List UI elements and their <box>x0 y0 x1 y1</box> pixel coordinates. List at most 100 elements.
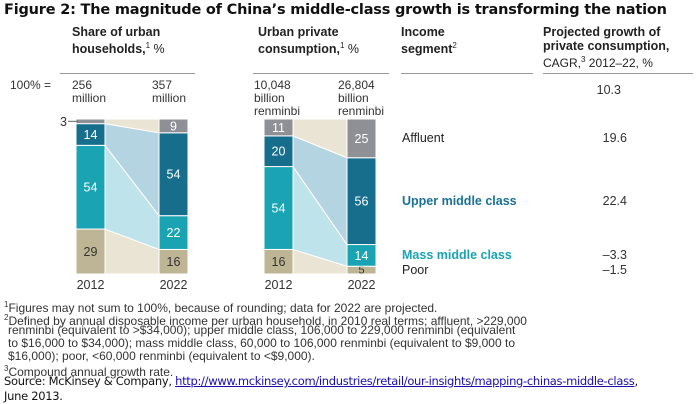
footnote-marker: 2 <box>4 313 9 322</box>
data-label: 5 <box>358 265 364 277</box>
divider <box>60 73 195 74</box>
households-header-text: households, <box>72 42 146 57</box>
segment-label-mass-middle: Mass middle class <box>402 248 512 262</box>
data-label: 16 <box>167 255 181 269</box>
bar-segment-affluent-2022 <box>346 118 377 159</box>
growth-header-line1: Projected growth of <box>543 25 661 39</box>
total-unit: billion <box>338 91 369 105</box>
total-unit: million <box>152 91 187 105</box>
data-label: 56 <box>355 195 369 209</box>
footnote-marker: 1 <box>4 300 9 309</box>
cagr-poor: –1.5 <box>602 263 627 277</box>
households-header: Share of urban households,1 % <box>72 25 165 56</box>
segment-label-upper-middle: Upper middle class <box>402 194 517 208</box>
total-value: 26,804 <box>338 78 375 92</box>
consumption-header-line2: consumption,1 % <box>258 39 359 56</box>
cagr-affluent: 19.6 <box>602 131 627 145</box>
source-prefix: Source: McKinsey & Company, <box>4 374 176 388</box>
consumption-header-line1: Urban private <box>258 25 339 39</box>
x-tick-label: 2022 <box>348 278 376 292</box>
data-label: 14 <box>84 128 98 142</box>
footnote-ref: 1 <box>145 41 151 50</box>
bar-segment-affluent-2022 <box>158 118 189 134</box>
total-unit: million <box>72 91 107 105</box>
total-consumption-2012: 10,048 billion renminbi <box>254 79 300 118</box>
divider <box>401 73 533 74</box>
data-label: 14 <box>355 249 369 263</box>
data-label: 11 <box>272 121 285 135</box>
divider <box>543 73 693 74</box>
x-tick-label: 2012 <box>265 278 293 292</box>
bar-segment-poor-2012 <box>75 228 106 275</box>
total-value: 357 <box>152 78 173 92</box>
segment-label-affluent: Affluent <box>402 131 445 145</box>
footnote-ref: 3 <box>581 55 586 64</box>
total-households-2022: 357 million <box>152 79 186 105</box>
total-unit: billion <box>254 91 285 105</box>
bar-segment-mass-middle-class-2012 <box>75 144 106 230</box>
total-cagr: 10.3 <box>596 83 621 97</box>
footnote-2-line2: renminbi (equivalent to >$34,000); upper… <box>8 323 516 337</box>
charts-canvas: 29 54 14 3 2012 16 22 54 9 2022 16 54 20 11 2012 5 14 56 2… <box>60 115 377 292</box>
footnote-2: 2Defined by annual disposable income per… <box>4 311 527 328</box>
unit: % <box>150 42 165 57</box>
cagr-upper-middle: 22.4 <box>602 194 627 208</box>
total-consumption-2022: 26,804 billion renminbi <box>338 79 384 118</box>
source-date: June 2013. <box>4 389 63 403</box>
segment-header-line2: segment2 <box>401 39 457 56</box>
bar-segment-affluent-2012 <box>75 118 106 125</box>
footnote-ref: 2 <box>452 41 457 50</box>
bar-segment-upper-middle-class-2022 <box>158 132 189 217</box>
data-label: 25 <box>355 132 369 146</box>
totals-label: 100% = <box>10 78 52 92</box>
households-header-line2: households,1 % <box>72 39 165 56</box>
source-line: Source: McKinsey & Company, http://www.m… <box>4 374 638 389</box>
data-label: 20 <box>272 145 286 159</box>
unit: % <box>344 42 359 57</box>
footnote-2-line3: to $16,000 to $34,000); mass middle clas… <box>8 336 515 350</box>
bar-segment-upper-middle-class-2012 <box>263 135 294 168</box>
segment-header-text: segment <box>401 42 453 57</box>
divider <box>253 73 389 74</box>
segment-header-line1: Income <box>401 25 445 39</box>
bar-segment-mass-middle-class-2022 <box>158 215 189 250</box>
data-label: 29 <box>84 245 98 259</box>
bar-segment-affluent-2012 <box>263 118 294 137</box>
data-label: 3 <box>60 115 67 129</box>
total-value: 256 <box>72 78 93 92</box>
figure-title: Figure 2: The magnitude of China’s middl… <box>4 2 667 18</box>
footnote-ref: 1 <box>339 41 345 50</box>
growth-header-period: 2012–22, % <box>585 56 653 70</box>
source-link[interactable]: http://www.mckinsey.com/industries/retai… <box>175 374 635 388</box>
source-suffix: , <box>634 374 638 388</box>
segment-header: Income segment2 <box>401 25 457 56</box>
growth-header-cagr: CAGR, <box>543 56 582 70</box>
total-households-2012: 256 million <box>72 79 106 105</box>
footnote-text: Compound annual growth rate. <box>8 365 174 379</box>
data-label: 22 <box>167 226 181 240</box>
footnote-3: 3Compound annual growth rate. <box>4 362 173 379</box>
footnote-text: Figures may not sum to 100%, because of … <box>8 301 438 315</box>
households-header-line1: Share of urban <box>72 25 161 39</box>
consumption-header-text: consumption, <box>258 42 340 57</box>
footnote-2-line4: $16,000); poor, <60,000 renminbi (equiva… <box>8 349 315 363</box>
total-value: 10,048 <box>254 78 291 92</box>
bar-segment-upper-middle-class-2022 <box>346 157 377 246</box>
data-label: 16 <box>272 255 286 269</box>
cagr-mass-middle: –3.3 <box>602 248 627 262</box>
data-label: 54 <box>272 202 286 216</box>
data-label: 54 <box>167 168 181 182</box>
x-tick-label: 2022 <box>160 278 188 292</box>
segment-label-poor: Poor <box>402 263 429 277</box>
bar-segment-poor-2022 <box>158 248 189 275</box>
growth-header: Projected growth of private consumption,… <box>543 25 669 70</box>
growth-header-line2: private consumption, <box>543 39 670 53</box>
footnote-1: 1Figures may not sum to 100%, because of… <box>4 298 437 315</box>
footnote-marker: 3 <box>4 364 9 373</box>
data-label: 54 <box>84 181 98 195</box>
data-label: 9 <box>170 119 177 133</box>
consumption-header: Urban private consumption,1 % <box>258 25 359 56</box>
x-tick-label: 2012 <box>77 278 105 292</box>
growth-header-line3: CAGR,3 2012–22, % <box>543 53 669 70</box>
total-unit: renminbi <box>254 104 301 118</box>
